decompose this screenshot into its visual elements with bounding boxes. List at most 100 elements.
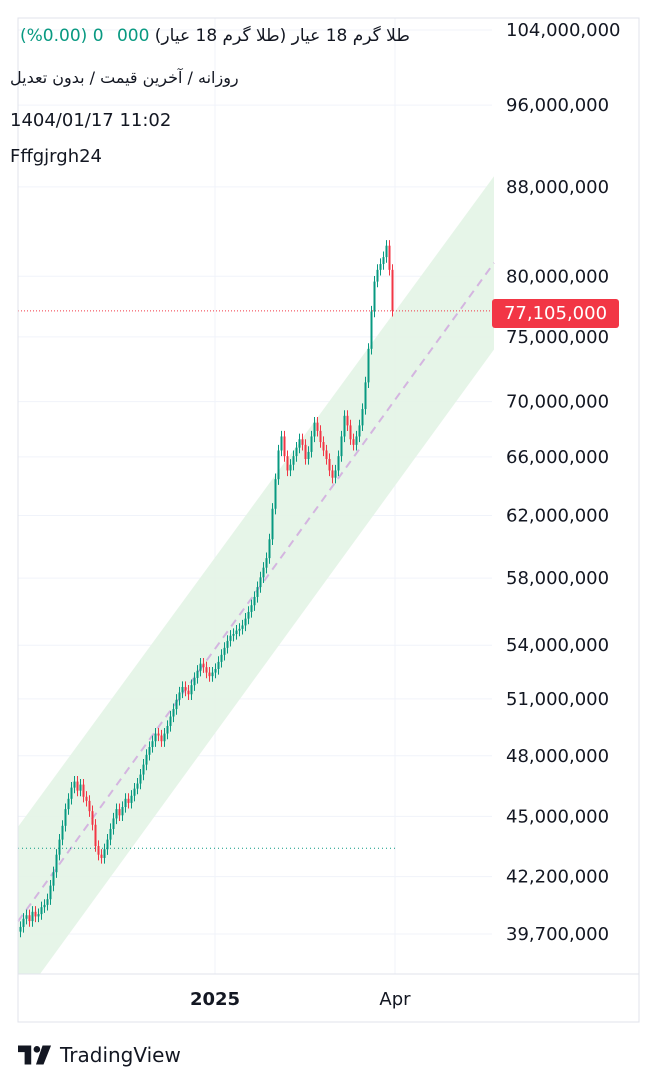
brand-name: TradingView [60,1043,181,1067]
candle-body [211,672,214,677]
candle-body [214,668,217,673]
candle-body [223,647,226,655]
change-value: 0 (0.00%) [20,26,104,46]
candle-body [142,764,145,775]
y-tick-label: 51,000,000 [506,689,609,710]
candle-body [130,795,133,803]
candle-body [253,596,256,606]
candle-body [301,439,304,445]
y-tick-label: 39,700,000 [506,924,609,945]
candle-body [19,926,22,932]
candle-body [184,686,187,691]
y-tick-label: 75,000,000 [506,327,609,348]
candle-body [370,311,373,349]
candle-body [79,784,82,791]
candle-body [64,809,67,826]
candle-body [361,409,364,426]
candle-body [292,456,295,465]
candle-body [25,915,28,919]
candle-body [160,735,163,742]
candle-body [373,281,376,312]
candle-body [262,567,265,578]
candle-body [289,464,292,471]
candle-body [61,825,64,840]
candle-body [88,800,91,812]
y-tick-label: 45,000,000 [506,806,609,827]
candle-body [172,709,175,717]
candle-body [256,587,259,597]
candle-body [103,849,106,858]
candle-body [358,425,361,437]
candle-body [154,733,157,742]
candle-body [133,788,136,796]
tradingview-logo-icon [18,1045,52,1065]
candle-body [376,269,379,282]
candle-body [94,824,97,847]
candle-body [364,382,367,410]
candle-body [52,872,55,886]
candle-body [193,677,196,686]
symbol-title-row: طلا گرم 18 عیار (طلا گرم 18 عیار) 000 0 … [10,28,410,45]
candle-body [202,663,205,668]
candle-body [265,558,268,568]
candle-body [340,436,343,457]
candle-body [259,577,262,588]
candle-body [148,747,151,755]
candle-body [55,854,58,873]
candle-body [157,733,160,736]
candle-body [349,425,352,440]
candle-body [226,640,229,648]
candle-body [46,899,49,905]
candle-body [220,654,223,662]
regression-channel [18,176,494,974]
symbol-title[interactable]: طلا گرم 18 عیار (طلا گرم 18 عیار) [154,26,410,46]
candle-body [205,667,208,673]
candle-body [334,470,337,478]
candle-body [31,911,34,922]
x-tick-label: 2025 [190,989,240,1010]
x-tick-label: Apr [379,989,411,1010]
ohlc-partial: 000 [116,26,150,46]
candle-body [274,479,277,509]
candle-body [379,264,382,270]
chart-subtitle: روزانه / آخرین قیمت / بدون تعدیل [10,68,239,87]
chart-username: Fffgjrgh24 [10,146,103,167]
candle-body [385,245,388,258]
candle-body [238,628,241,631]
chart-datetime: 1404/01/17 11:02 [10,110,172,131]
candle-body [346,415,349,426]
candle-body [121,807,124,816]
candle-body [37,914,40,917]
candle-body [124,798,127,808]
candle-body [106,839,109,850]
candle-body [82,784,85,797]
y-tick-label: 96,000,000 [506,95,609,116]
y-tick-label: 42,200,000 [506,867,609,888]
candle-body [304,444,307,459]
candle-body [298,439,301,448]
candle-body [109,828,112,840]
candle-body [70,787,73,799]
candle-body [325,450,328,459]
candle-body [34,911,37,917]
candle-body [268,539,271,559]
candle-body [190,685,193,695]
candle-body [73,781,76,788]
candle-body [337,456,340,471]
candles [19,240,394,938]
candle-body [49,885,52,900]
y-tick-label: 104,000,000 [506,20,621,41]
candle-body [328,458,331,471]
y-tick-label: 48,000,000 [506,746,609,767]
candle-body [85,796,88,801]
candle-body [181,686,184,693]
y-tick-label: 88,000,000 [506,177,609,198]
candle-body [112,818,115,829]
candle-body [40,907,43,915]
footer-brand[interactable]: TradingView [18,1040,181,1070]
candle-body [316,422,319,431]
candle-body [241,625,244,629]
candle-body [100,854,103,858]
candle-body [97,846,100,855]
